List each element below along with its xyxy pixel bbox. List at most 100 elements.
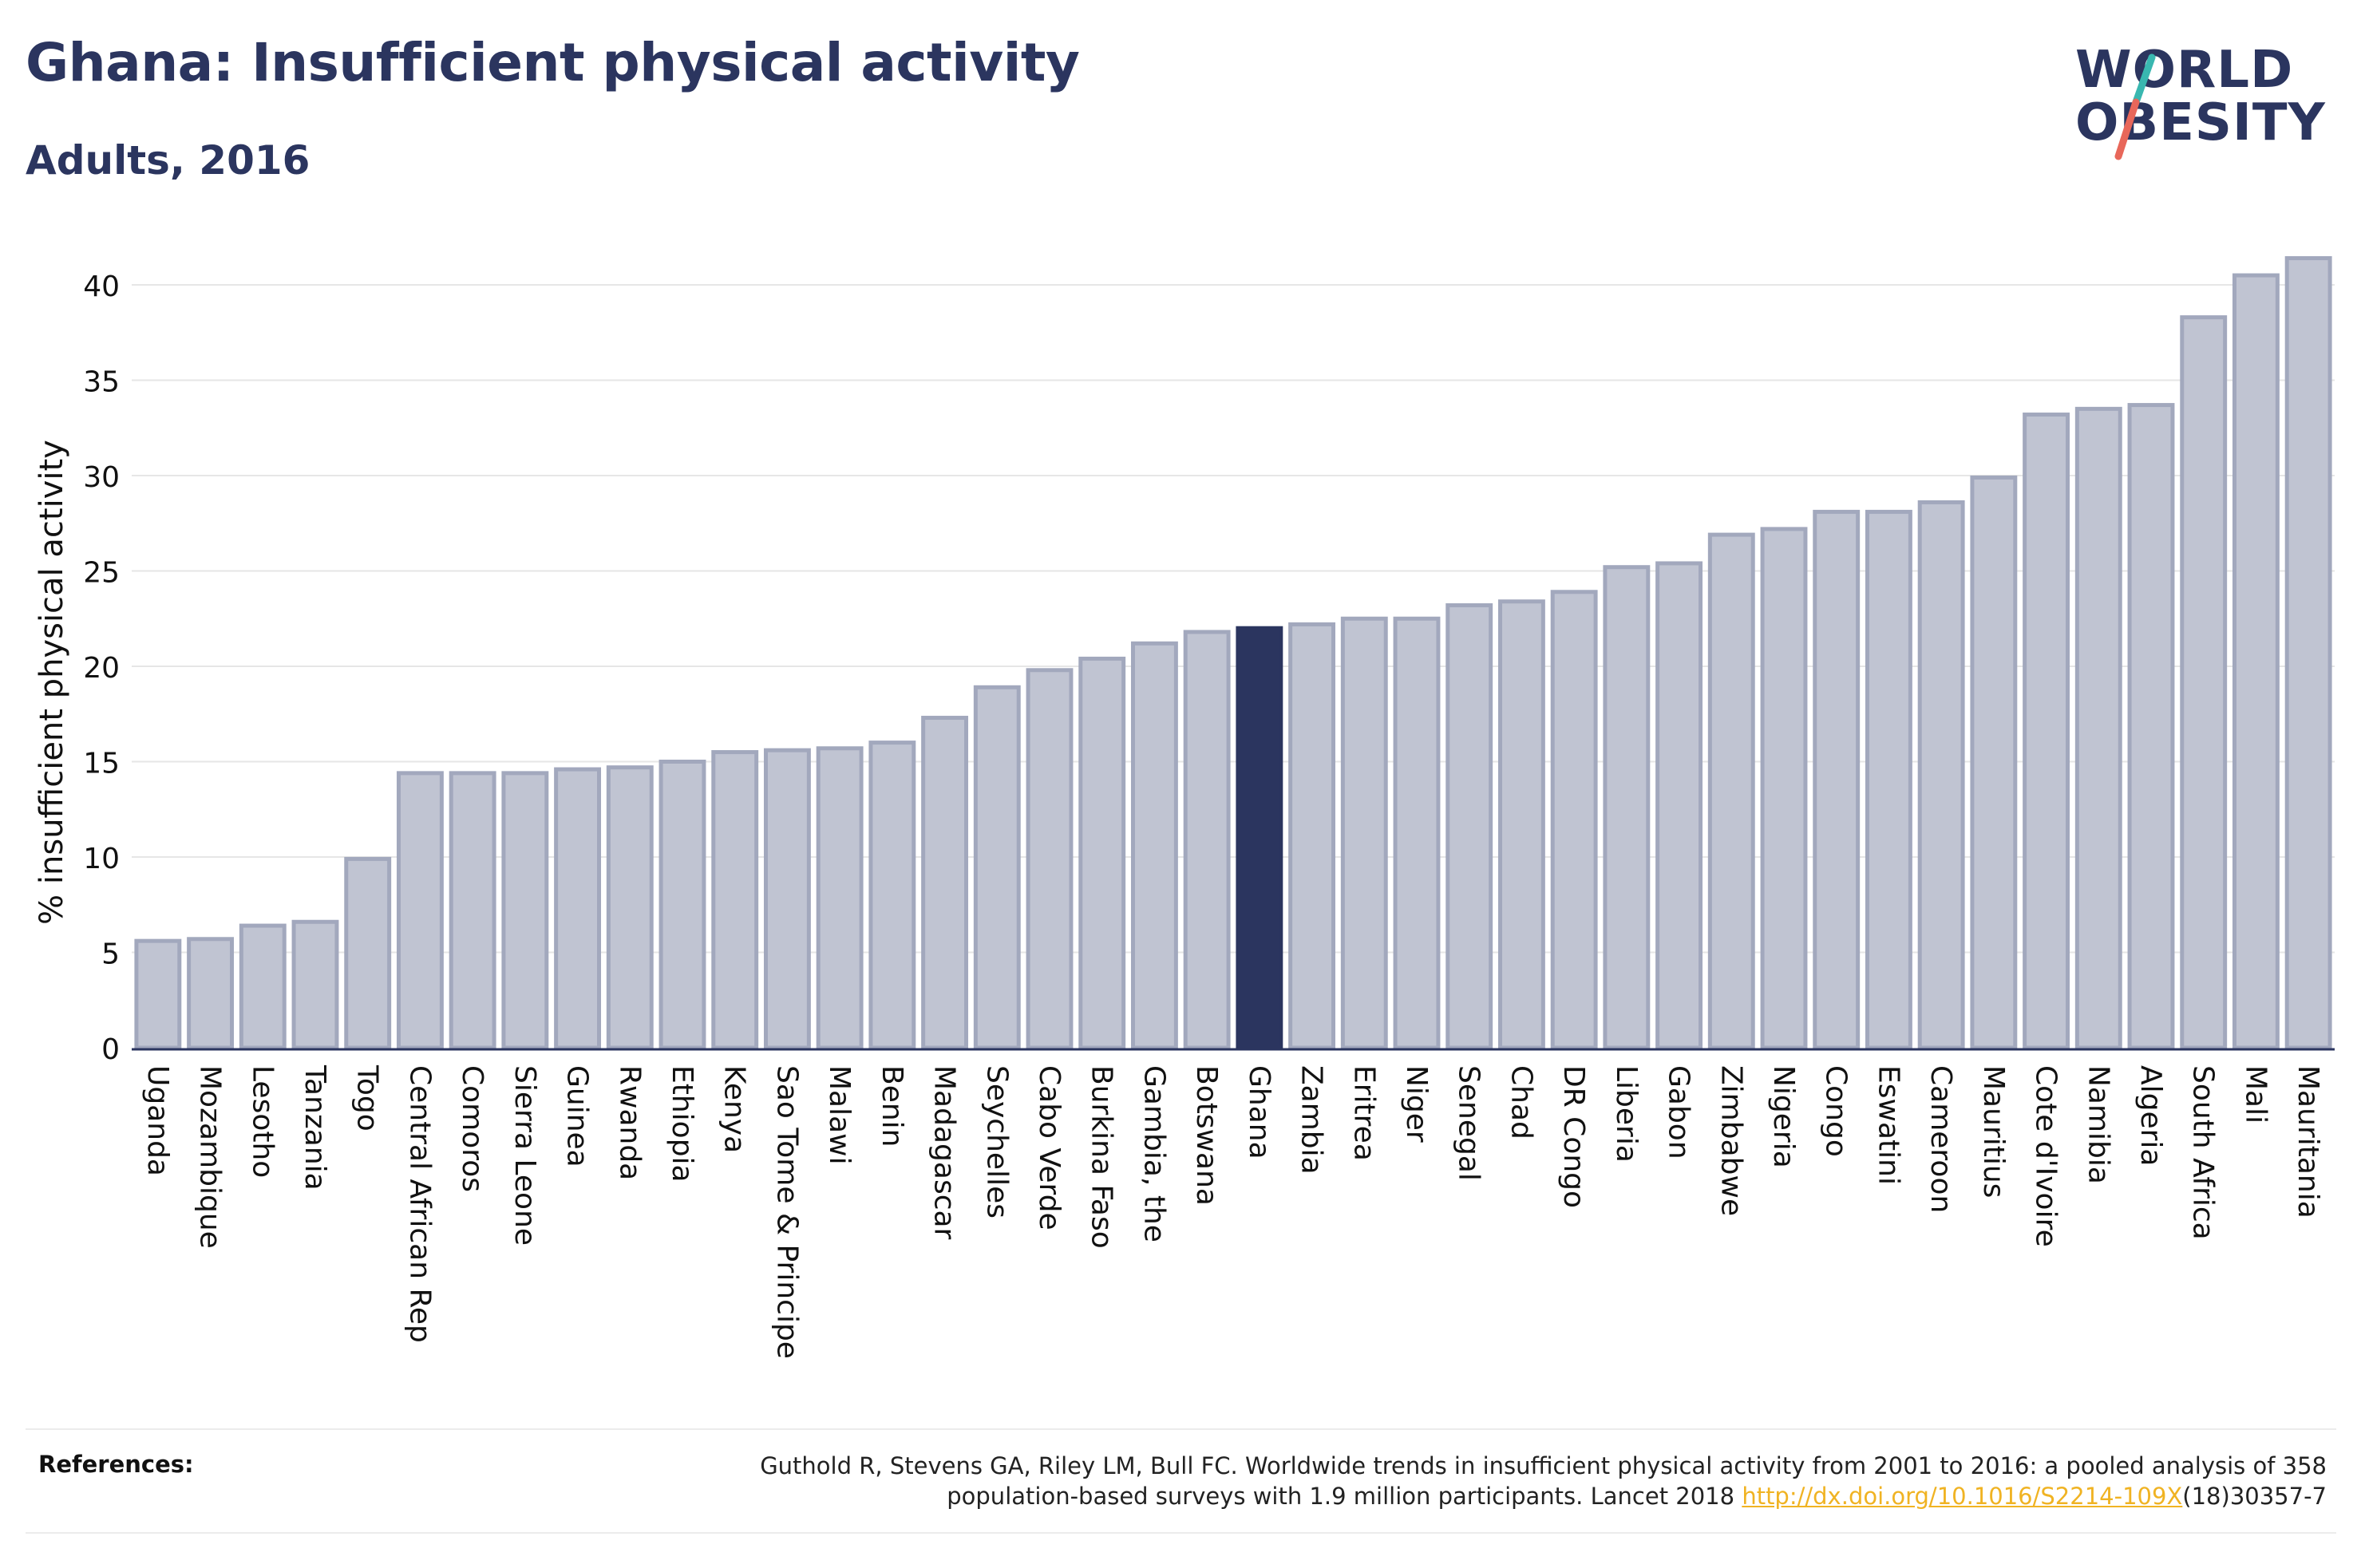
reference-line-2-prefix: population-based surveys with 1.9 millio… [947,1483,1742,1510]
references-label: References: [38,1451,194,1478]
x-tick-label: Eritrea [1347,1065,1380,1161]
x-tick-label: Eswatini [1872,1065,1904,1185]
bar [1288,622,1336,1050]
y-tick-label: 40 [83,271,120,303]
x-tick-label: South Africa [2187,1065,2220,1240]
logo-word-obesity: OBESITY [2075,93,2326,152]
bar [1655,561,1703,1050]
x-tick-label: Benin [876,1065,908,1147]
x-tick-label: Nigeria [1767,1065,1800,1168]
bar [134,938,182,1050]
logo-slash-icon [2114,53,2156,160]
bar [1078,656,1126,1050]
references-text: Guthold R, Stevens GA, Riley LM, Bull FC… [491,1451,2327,1511]
bar [711,750,759,1050]
x-tick-label: Mauritius [1977,1065,2010,1198]
bar [1917,500,1965,1050]
x-tick-label: Senegal [1453,1065,1485,1181]
y-tick-label: 5 [101,938,120,971]
chart-subtitle: Adults, 2016 [26,137,310,184]
x-axis-labels: Uganda Mozambique Lesotho Tanzania Togo Centr… [141,1064,2324,1359]
bar [1340,616,1388,1050]
bar [2180,315,2228,1050]
x-tick-label: Gambia, the [1137,1065,1170,1242]
bar [1183,630,1231,1050]
bar [658,760,706,1050]
bar [763,748,811,1050]
gridlines [132,284,2335,954]
x-tick-label: Mozambique [194,1065,227,1249]
bar [816,746,864,1050]
x-tick-label: Chad [1505,1065,1537,1139]
x-tick-label: Central African Rep [403,1065,436,1343]
x-tick-label: Burkina Faso [1086,1065,1118,1249]
world-obesity-logo: WORLD OBESITY [2075,38,2347,174]
x-tick-label: Cameroon [1924,1065,1957,1213]
bar [2074,406,2122,1050]
x-tick-label: Algeria [2134,1065,2167,1167]
bars [134,256,2332,1050]
doi-link[interactable]: http://dx.doi.org/10.1016/S2214-109X [1742,1483,2183,1510]
bar [1026,668,1074,1050]
bar [1603,565,1651,1050]
bar [1393,616,1441,1050]
x-tick-label: Togo [351,1064,384,1132]
x-tick-label: Botswana [1190,1065,1223,1206]
y-tick-label: 0 [101,1033,120,1066]
y-tick-label: 25 [83,557,120,590]
bar [1970,475,2018,1050]
bar [396,771,444,1050]
bar [1707,532,1755,1050]
x-tick-label: Zambia [1295,1065,1328,1175]
x-tick-label: Zimbabwe [1714,1065,1747,1216]
bar [291,919,339,1050]
y-axis-title: % insufficient physical activity [34,440,70,925]
bar-highlight [1236,626,1283,1050]
x-tick-label: Malawi [823,1065,856,1165]
bar [344,856,392,1050]
x-tick-label: Lesotho [246,1065,279,1178]
x-tick-label: Sierra Leone [508,1065,541,1246]
x-tick-label: DR Congo [1557,1065,1590,1208]
bar [1550,590,1598,1050]
bar [921,716,969,1050]
bar [606,765,654,1050]
y-tick-label: 10 [83,843,120,875]
bar [1865,509,1912,1050]
reference-line-2-suffix: (18)30357-7 [2182,1483,2327,1510]
x-tick-label: Ethiopia [666,1065,698,1183]
bar [1497,599,1545,1050]
x-tick-label: Comoros [456,1065,488,1192]
x-tick-label: Namibia [2082,1065,2114,1184]
x-tick-label: Rwanda [613,1065,646,1180]
x-tick-label: Niger [1400,1065,1433,1143]
y-tick-label: 30 [83,461,120,494]
x-tick-label: Madagascar [928,1065,961,1240]
bar [1445,603,1493,1050]
y-tick-label: 20 [83,652,120,685]
bar [501,771,549,1050]
bar [239,923,287,1050]
reference-line-1: Guthold R, Stevens GA, Riley LM, Bull FC… [760,1452,2327,1479]
x-tick-label: Guinea [561,1065,594,1167]
x-tick-label: Cabo Verde [1033,1065,1066,1230]
reference-line-2: population-based surveys with 1.9 millio… [491,1481,2327,1511]
x-tick-label: Sao Tome & Principe [770,1065,803,1359]
bar [2023,413,2070,1050]
bar [2127,403,2175,1050]
bar-chart: 0 5 10 15 20 25 30 35 40 Uganda Mozambique Lesotho… [34,256,2335,1359]
y-tick-label: 35 [83,366,120,399]
bar [868,741,916,1050]
x-tick-label: Mali [2239,1065,2272,1124]
bar [973,685,1021,1050]
bar [449,771,496,1050]
references-section: References: Guthold R, Stevens GA, Riley… [26,1428,2336,1534]
x-tick-label: Congo [1820,1065,1853,1157]
chart-title: Ghana: Insufficient physical activity [26,32,1080,93]
bar [1130,641,1178,1050]
y-axis-ticks: 0 5 10 15 20 25 30 35 40 [83,271,120,1066]
bar [2232,273,2280,1050]
x-tick-label: Liberia [1610,1065,1643,1163]
x-tick-label: Gabon [1663,1065,1695,1159]
x-tick-label: Seychelles [980,1065,1013,1218]
